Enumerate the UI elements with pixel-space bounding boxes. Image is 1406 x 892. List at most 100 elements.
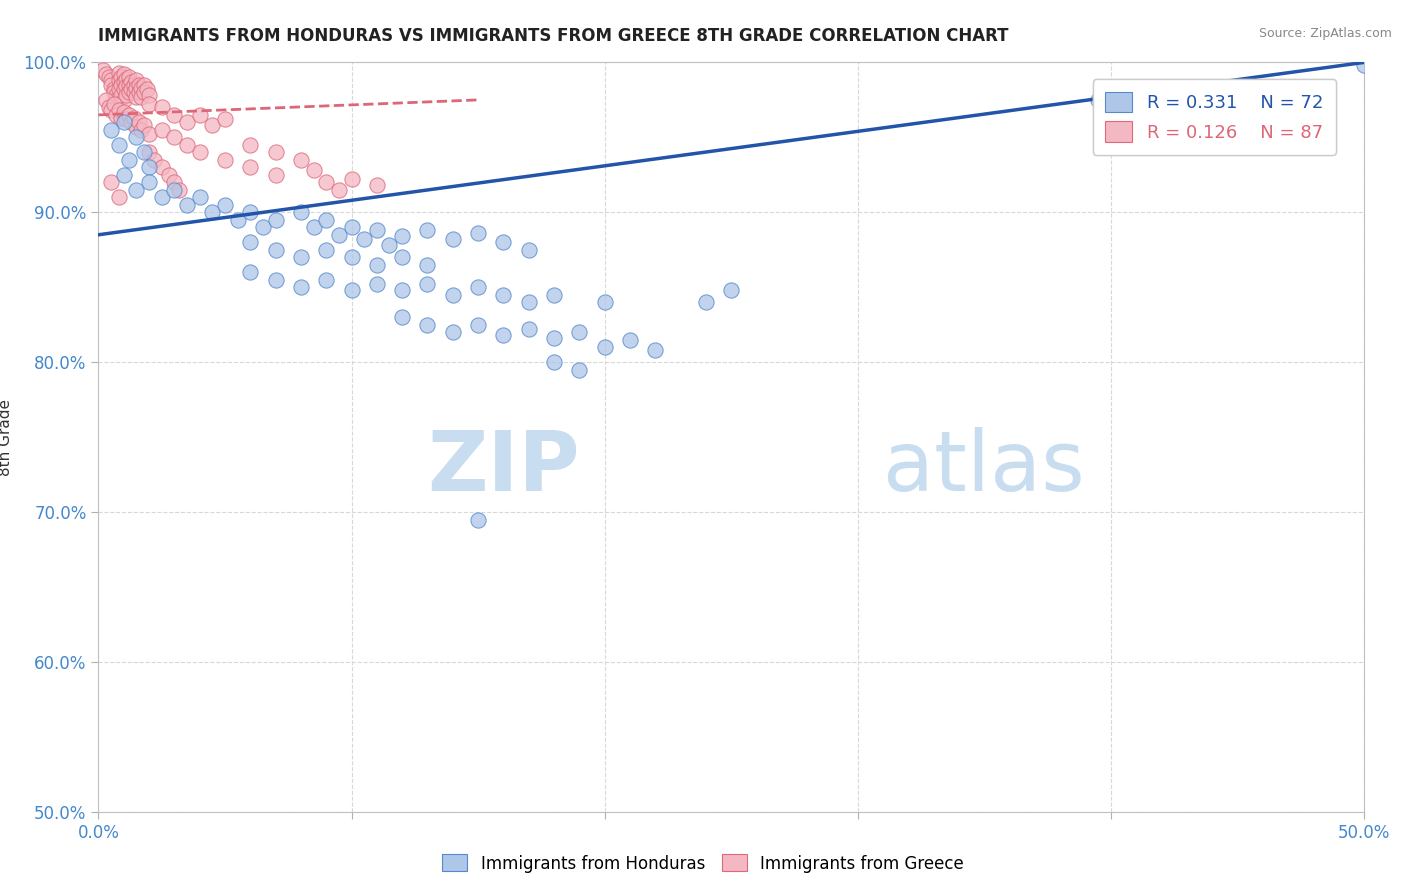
Point bbox=[214, 153, 236, 167]
Point bbox=[290, 205, 312, 219]
Point bbox=[315, 273, 337, 287]
Point bbox=[122, 78, 145, 92]
Point bbox=[302, 220, 325, 235]
Point bbox=[135, 82, 157, 96]
Point bbox=[568, 362, 591, 376]
Point bbox=[366, 258, 388, 272]
Point bbox=[467, 318, 489, 332]
Point bbox=[97, 100, 120, 114]
Y-axis label: 8th Grade: 8th Grade bbox=[0, 399, 13, 475]
Point bbox=[340, 172, 363, 186]
Point bbox=[239, 161, 262, 175]
Point bbox=[416, 258, 439, 272]
Point bbox=[118, 70, 141, 85]
Point bbox=[107, 137, 129, 152]
Point bbox=[125, 81, 148, 95]
Point bbox=[115, 79, 138, 94]
Point bbox=[492, 328, 515, 343]
Point bbox=[150, 161, 173, 175]
Point bbox=[239, 235, 262, 250]
Point bbox=[214, 198, 236, 212]
Point bbox=[340, 220, 363, 235]
Point bbox=[169, 183, 191, 197]
Point bbox=[112, 75, 135, 89]
Legend: R = 0.331    N = 72, R = 0.126    N = 87: R = 0.331 N = 72, R = 0.126 N = 87 bbox=[1092, 79, 1336, 155]
Point bbox=[143, 153, 166, 167]
Point bbox=[93, 62, 115, 77]
Point bbox=[176, 115, 198, 129]
Point bbox=[125, 130, 148, 145]
Point bbox=[1125, 88, 1147, 103]
Text: atlas: atlas bbox=[883, 426, 1084, 508]
Point bbox=[720, 283, 742, 297]
Point bbox=[138, 97, 160, 112]
Point bbox=[132, 78, 155, 92]
Point bbox=[112, 168, 135, 182]
Point bbox=[416, 223, 439, 237]
Point bbox=[100, 78, 122, 92]
Point bbox=[492, 287, 515, 301]
Point bbox=[138, 145, 160, 160]
Point bbox=[467, 280, 489, 294]
Point bbox=[543, 331, 565, 345]
Point bbox=[264, 145, 287, 160]
Point bbox=[201, 205, 224, 219]
Point bbox=[132, 145, 155, 160]
Point bbox=[131, 81, 153, 95]
Point bbox=[328, 183, 350, 197]
Point bbox=[163, 130, 186, 145]
Point bbox=[138, 161, 160, 175]
Point bbox=[103, 86, 125, 100]
Point bbox=[112, 93, 135, 107]
Point bbox=[132, 86, 155, 100]
Point bbox=[163, 108, 186, 122]
Point bbox=[107, 66, 129, 80]
Point bbox=[517, 243, 540, 257]
Point bbox=[264, 243, 287, 257]
Point bbox=[107, 82, 129, 96]
Point bbox=[112, 115, 135, 129]
Point bbox=[226, 212, 249, 227]
Point bbox=[1087, 93, 1109, 107]
Point bbox=[110, 88, 132, 103]
Point bbox=[264, 212, 287, 227]
Point bbox=[644, 343, 666, 358]
Point bbox=[391, 310, 413, 325]
Point bbox=[150, 100, 173, 114]
Point bbox=[391, 283, 413, 297]
Point bbox=[416, 318, 439, 332]
Point bbox=[103, 82, 125, 96]
Point bbox=[302, 163, 325, 178]
Point bbox=[543, 355, 565, 369]
Point bbox=[120, 82, 142, 96]
Point bbox=[188, 190, 211, 204]
Point bbox=[176, 137, 198, 152]
Point bbox=[100, 123, 122, 137]
Point bbox=[100, 175, 122, 189]
Point bbox=[214, 112, 236, 127]
Point bbox=[120, 115, 142, 129]
Point bbox=[619, 333, 641, 347]
Point bbox=[315, 175, 337, 189]
Point bbox=[1353, 58, 1375, 72]
Point bbox=[441, 287, 464, 301]
Point bbox=[110, 70, 132, 85]
Point bbox=[118, 86, 141, 100]
Point bbox=[290, 280, 312, 294]
Point bbox=[366, 277, 388, 292]
Point bbox=[315, 243, 337, 257]
Point bbox=[416, 277, 439, 292]
Point bbox=[131, 123, 153, 137]
Point bbox=[138, 175, 160, 189]
Point bbox=[593, 340, 616, 354]
Point bbox=[315, 212, 337, 227]
Point bbox=[122, 86, 145, 100]
Point bbox=[122, 111, 145, 125]
Point bbox=[264, 168, 287, 182]
Point bbox=[150, 190, 173, 204]
Point bbox=[328, 227, 350, 242]
Point bbox=[157, 168, 180, 182]
Point bbox=[163, 183, 186, 197]
Point bbox=[94, 93, 117, 107]
Point bbox=[94, 67, 117, 81]
